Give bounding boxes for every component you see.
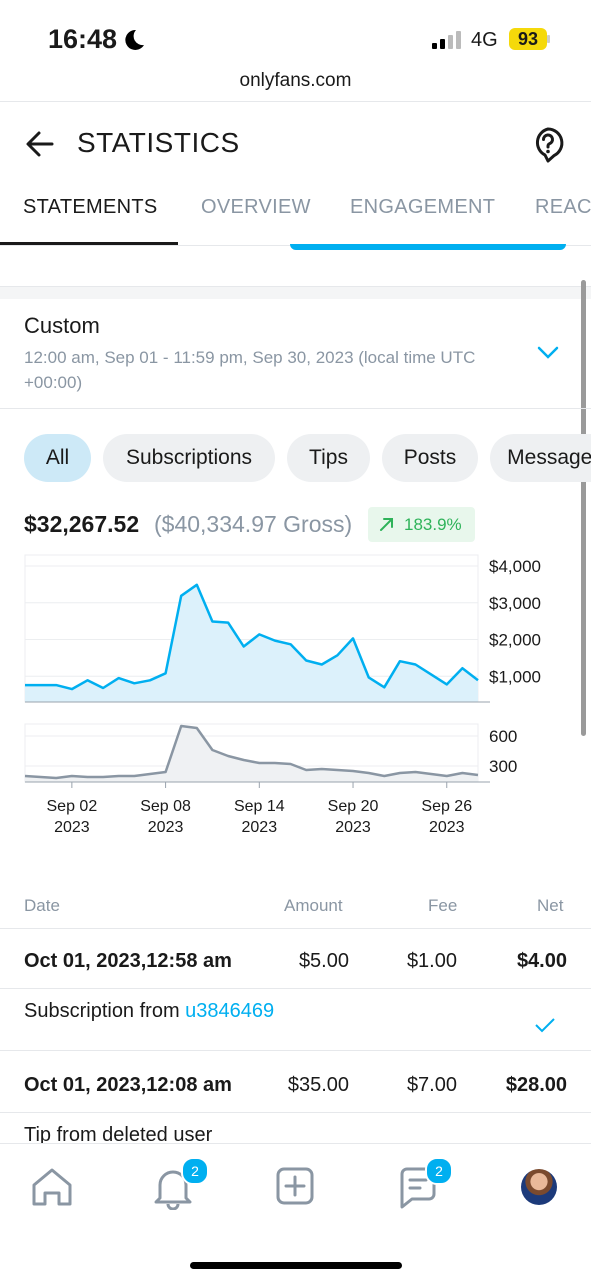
line [24,724,479,780]
up-arrow [380,518,393,531]
help-button[interactable] [530,126,566,164]
home-button[interactable] [30,1166,74,1208]
filter-bar: All Subscriptions Tips Posts Messages [0,430,591,490]
tab[interactable]: STATEMENTS [23,196,158,218]
battery: 93 [509,28,547,50]
divider [0,1112,591,1113]
row-date: Oct 01, 2023,12:58 am [24,950,232,972]
x-tick-label: Sep 26 2023 [421,798,473,836]
x-tick-label: Sep 20 2023 [327,798,379,836]
x-tick-label: Sep 08 2023 [140,798,191,836]
x-tick-label: Sep 02 2023 [46,798,98,836]
tab-bar: STATEMENTS OVERVIEW ENGAGEMENT REACH [0,186,591,246]
x-tick-label: Sep 14 2023 [233,798,285,836]
scrollbar [581,280,586,736]
network-type: 4G [471,29,498,51]
url[interactable]: onlyfans.com [239,70,352,91]
section-gap [0,286,591,299]
signal-icon [432,31,461,49]
tab[interactable]: REACH [535,196,591,218]
message-badge: 2 [425,1157,453,1185]
row-net: $28.00 [505,1074,567,1096]
filter-chip[interactable]: All [24,434,91,482]
period-name[interactable]: Custom [24,313,100,338]
divider [0,408,591,409]
row-description: Tip from deleted user [24,1124,213,1146]
battery-tip [547,35,550,43]
dropdown-chevron[interactable] [536,343,560,361]
y-tick-label: $4,000 [489,557,541,576]
notifications-button[interactable] [152,1166,194,1210]
tab[interactable]: OVERVIEW [201,196,311,218]
filter-chip[interactable]: Subscriptions [103,434,275,482]
column-header: Fee [428,896,458,915]
status-time: 16:48 [48,24,118,54]
profile-avatar[interactable] [521,1169,557,1205]
filter-chip[interactable]: Messages [490,434,591,482]
y-tick-label: $1,000 [489,667,541,686]
notification-badge: 2 [181,1157,209,1185]
y-tick-label: 600 [489,727,517,746]
filter-chip[interactable]: Tips [287,434,370,482]
y-tick-label: 300 [489,757,517,776]
row-description: Subscription from u3846469 [24,1000,274,1023]
row-date: Oct 01, 2023,12:08 am [24,1074,232,1096]
column-header: Net [537,896,564,915]
y-tick-label: $3,000 [489,594,541,613]
change-value: 183.9% [404,515,462,534]
check-icon [535,1018,555,1033]
divider [0,928,591,929]
scrolled-bar [290,244,566,250]
net-total: $32,267.52 [24,511,140,537]
column-header: Amount [284,896,343,915]
row-net: $4.00 [516,950,567,972]
tab-indicator [0,242,178,245]
add-button[interactable] [275,1166,315,1206]
description-text: Subscription from [24,1000,186,1022]
home-indicator [190,1262,402,1269]
column-header: Date [24,896,60,915]
back-button[interactable] [24,128,56,160]
row-amount: $5.00 [298,950,349,972]
change-badge: 183.9% [368,507,475,542]
line [25,583,479,691]
gross-total: ($40,334.97 Gross) [154,511,353,537]
page-title: STATISTICS [77,127,240,158]
user-link[interactable]: u3846469 [185,1000,275,1022]
row-fee: $7.00 [406,1074,457,1096]
filter-chip[interactable]: Posts [382,434,478,482]
moon-icon [125,29,144,50]
charts: $1,000 $2,000 $3,000 $4,000 300 600 [24,554,541,788]
bottom-nav: 2 2 [0,1143,591,1281]
y-tick-label: $2,000 [489,631,541,650]
tab[interactable]: ENGAGEMENT [350,196,496,218]
row-amount: $35.00 [287,1074,349,1096]
period-range: 12:00 am, Sep 01 - 11:59 pm, Sep 30, 202… [24,348,476,392]
divider [0,988,591,989]
divider [0,101,591,102]
area [25,584,478,702]
row-fee: $1.00 [406,950,457,972]
divider [0,1050,591,1051]
